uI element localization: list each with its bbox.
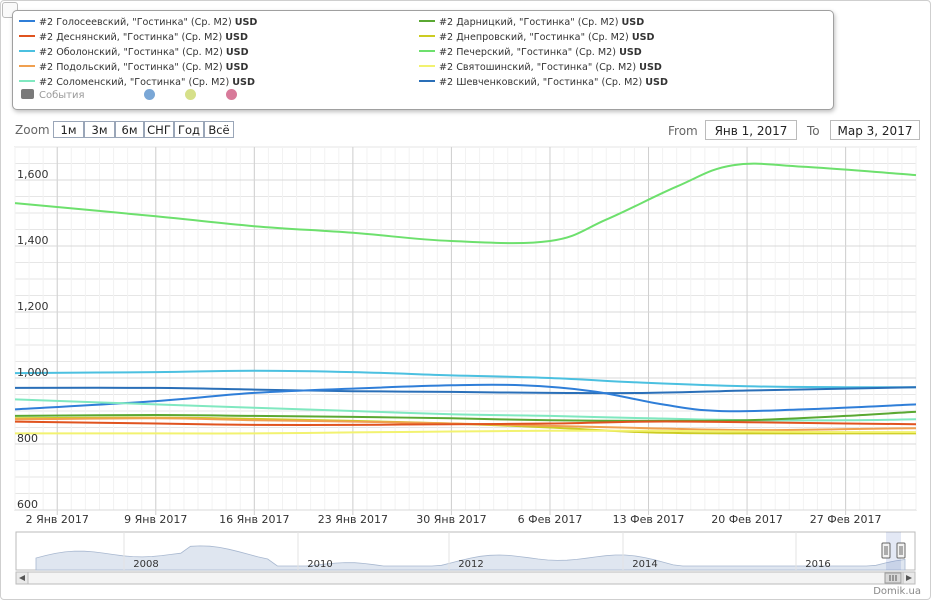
x-tick-label: 30 Янв 2017 bbox=[416, 513, 486, 526]
legend-unit: USD bbox=[639, 62, 662, 73]
legend-swatch bbox=[19, 65, 35, 67]
legend-unit: USD bbox=[621, 17, 645, 28]
legend-swatch bbox=[419, 80, 435, 82]
legend-item-4[interactable]: #2 Днепровский, "Гостинка" (Ср. М2) USD bbox=[419, 30, 655, 45]
zoom-button-3[interactable]: 6м bbox=[115, 121, 144, 138]
y-tick-label: 1,600 bbox=[17, 168, 49, 181]
scrollbar-track[interactable] bbox=[15, 571, 916, 585]
y-tick-label: 600 bbox=[17, 498, 38, 511]
x-tick-label: 23 Янв 2017 bbox=[318, 513, 388, 526]
legend-unit: USD bbox=[631, 32, 655, 43]
legend-unit: USD bbox=[225, 62, 249, 73]
legend-unit: USD bbox=[232, 77, 255, 88]
series-line-2[interactable] bbox=[14, 369, 917, 389]
zoom-button-5[interactable]: Год bbox=[174, 121, 204, 138]
x-tick-label: 13 Фев 2017 bbox=[613, 513, 685, 526]
legend-swatch bbox=[419, 50, 435, 52]
navigator-year-label: 2012 bbox=[458, 559, 483, 570]
grid-layer bbox=[14, 146, 917, 515]
range-to-input[interactable]: Мар 3, 2017 bbox=[830, 120, 920, 140]
legend-item-1[interactable]: #2 Голосеевский, "Гостинка" (Ср. М2) USD bbox=[19, 15, 257, 30]
legend-swatch bbox=[19, 50, 35, 52]
legend-item-7[interactable]: #2 Подольский, "Гостинка" (Ср. М2) USD bbox=[19, 60, 248, 75]
legend-swatch bbox=[419, 35, 435, 37]
zoom-button-1[interactable]: 1м bbox=[53, 121, 84, 138]
y-tick-label: 800 bbox=[17, 432, 38, 445]
arrow-right-icon bbox=[906, 575, 912, 581]
zoom-label: Zoom bbox=[15, 123, 50, 137]
legend-swatch bbox=[19, 80, 35, 82]
legend-series-name: #2 Днепровский, "Гостинка" (Ср. М2) bbox=[439, 32, 632, 43]
range-to-label: To bbox=[807, 124, 820, 138]
legend-swatch bbox=[19, 20, 35, 22]
legend-item-10[interactable]: #2 Шевченковский, "Гостинка" (Ср. М2) US… bbox=[419, 75, 668, 90]
navigator-selection[interactable] bbox=[886, 532, 901, 570]
legend-event-dot-1[interactable] bbox=[144, 89, 155, 100]
series-line-3[interactable] bbox=[14, 386, 917, 395]
arrow-left-icon bbox=[19, 575, 25, 581]
legend-event-dot-3[interactable] bbox=[226, 89, 237, 100]
x-tick-label: 6 Фев 2017 bbox=[518, 513, 583, 526]
legend-item-5[interactable]: #2 Оболонский, "Гостинка" (Ср. М2) USD bbox=[19, 45, 249, 60]
navigator: 2008 2010 2012 2014 2016 bbox=[15, 531, 916, 585]
range-from-label: From bbox=[668, 124, 698, 138]
legend-item-9[interactable]: #2 Соломенский, "Гостинка" (Ср. М2) USD bbox=[19, 75, 255, 90]
legend-series-name: #2 Печерский, "Гостинка" (Ср. М2) bbox=[439, 47, 620, 58]
x-tick-label: 16 Янв 2017 bbox=[219, 513, 289, 526]
legend-swatch bbox=[419, 65, 435, 67]
events-icon bbox=[21, 89, 34, 99]
series-layer bbox=[14, 162, 917, 435]
legend-series-name: #2 Святошинский, "Гостинка" (Ср. М2) bbox=[439, 62, 640, 73]
legend-events[interactable]: События bbox=[21, 89, 85, 101]
x-tick-label: 20 Фев 2017 bbox=[711, 513, 783, 526]
series-line-4[interactable] bbox=[14, 383, 917, 413]
legend-unit: USD bbox=[645, 77, 668, 88]
legend-swatch bbox=[19, 35, 35, 37]
legend-item-2[interactable]: #2 Дарницкий, "Гостинка" (Ср. М2) USD bbox=[419, 15, 644, 30]
events-label: События bbox=[39, 90, 85, 101]
y-tick-label: 1,200 bbox=[17, 300, 49, 313]
legend-series-name: #2 Оболонский, "Гостинка" (Ср. М2) bbox=[39, 47, 226, 58]
zoom-button-2[interactable]: 3м bbox=[84, 121, 115, 138]
y-tick-label: 1,000 bbox=[17, 366, 49, 379]
legend-series-name: #2 Деснянский, "Гостинка" (Ср. М2) bbox=[39, 32, 226, 43]
series-line-5[interactable] bbox=[14, 398, 917, 422]
series-line-10[interactable] bbox=[15, 429, 917, 435]
legend-unit: USD bbox=[225, 47, 249, 58]
zoom-button-6[interactable]: Всё bbox=[204, 121, 234, 138]
legend-series-name: #2 Дарницкий, "Гостинка" (Ср. М2) bbox=[439, 17, 622, 28]
navigator-series bbox=[35, 545, 906, 571]
legend-series-name: #2 Подольский, "Гостинка" (Ср. М2) bbox=[39, 62, 226, 73]
legend-series-name: #2 Шевченковский, "Гостинка" (Ср. М2) bbox=[439, 77, 646, 88]
legend-unit: USD bbox=[619, 47, 642, 58]
series-line-6[interactable] bbox=[14, 410, 917, 422]
legend-event-dot-2[interactable] bbox=[185, 89, 196, 100]
series-line-1[interactable] bbox=[14, 162, 917, 245]
y-tick-label: 1,400 bbox=[17, 234, 49, 247]
navigator-year-label: 2010 bbox=[307, 559, 332, 570]
legend-item-6[interactable]: #2 Печерский, "Гостинка" (Ср. М2) USD bbox=[419, 45, 642, 60]
navigator-handle-1[interactable] bbox=[881, 542, 891, 559]
navigator-handle-2[interactable] bbox=[896, 542, 906, 559]
legend-unit: USD bbox=[234, 17, 258, 28]
x-tick-label: 2 Янв 2017 bbox=[26, 513, 89, 526]
zoom-button-4[interactable]: СНГ bbox=[144, 121, 174, 138]
navigator-year-label: 2016 bbox=[805, 559, 830, 570]
legend-box: События #2 Голосеевский, "Гостинка" (Ср.… bbox=[12, 10, 834, 110]
legend-unit: USD bbox=[225, 32, 248, 43]
range-from-input[interactable]: Янв 1, 2017 bbox=[705, 120, 797, 140]
axis-layer: 2 Янв 2017 9 Янв 2017 16 Янв 2017 23 Янв 20… bbox=[17, 168, 881, 526]
legend-item-3[interactable]: #2 Деснянский, "Гостинка" (Ср. М2) USD bbox=[19, 30, 248, 45]
legend-series-name: #2 Соломенский, "Гостинка" (Ср. М2) bbox=[39, 77, 233, 88]
x-tick-label: 9 Янв 2017 bbox=[124, 513, 187, 526]
x-tick-label: 27 Фев 2017 bbox=[810, 513, 882, 526]
legend-swatch bbox=[419, 20, 435, 22]
series-line-9[interactable] bbox=[14, 420, 917, 427]
navigator-year-label: 2008 bbox=[133, 559, 158, 570]
navigator-year-label: 2014 bbox=[632, 559, 657, 570]
credit-link[interactable]: Domik.ua bbox=[873, 586, 921, 597]
legend-item-8[interactable]: #2 Святошинский, "Гостинка" (Ср. М2) USD bbox=[419, 60, 662, 75]
legend-series-name: #2 Голосеевский, "Гостинка" (Ср. М2) bbox=[39, 17, 235, 28]
